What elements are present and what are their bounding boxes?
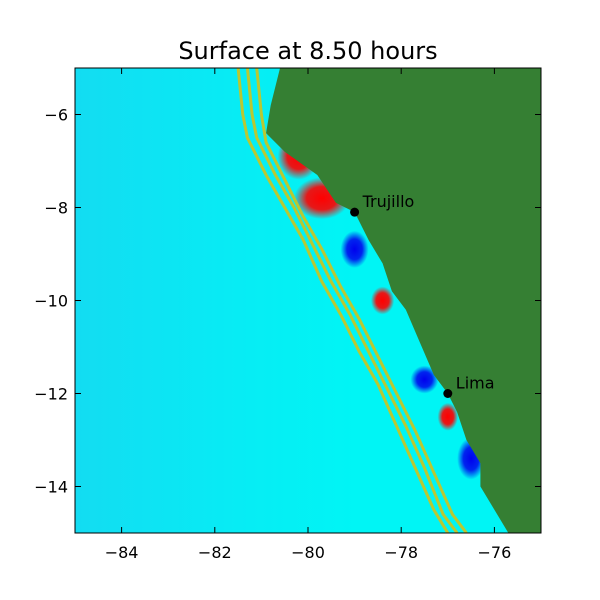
contour-line-0 (236, 68, 450, 533)
city-label-lima: Lima (456, 374, 495, 393)
land-area (266, 68, 541, 533)
y-tick-label: −14 (34, 478, 68, 497)
city-label-trujillo: Trujillo (362, 192, 415, 211)
y-tick-label: −8 (44, 199, 68, 218)
y-tick-label: −6 (44, 106, 68, 125)
y-tick-label: −12 (34, 385, 68, 404)
depression-anomaly-2 (340, 230, 369, 268)
x-tick-label: −78 (384, 543, 418, 562)
x-axis: −84 −82 −80 −78 −76 (105, 68, 512, 562)
x-tick-label: −76 (478, 543, 512, 562)
elevation-anomaly-3 (370, 286, 395, 315)
city-marker-lima (443, 389, 453, 398)
x-tick-label: −80 (291, 543, 325, 562)
city-marker-trujillo (350, 207, 360, 217)
x-tick-label: −82 (198, 543, 232, 562)
chart-title: Surface at 8.50 hours (178, 37, 437, 65)
x-tick-label: −84 (105, 543, 139, 562)
contour-line-1 (245, 68, 459, 533)
y-tick-label: −10 (34, 292, 68, 311)
y-axis: −6 −8 −10 −12 −14 (34, 106, 541, 497)
elevation-anomaly-5 (437, 402, 459, 431)
contour-line-2 (255, 68, 468, 533)
plot-area (75, 68, 541, 533)
depression-anomaly-4 (410, 365, 439, 394)
city-markers: Trujillo Lima (350, 192, 495, 398)
contour-layer (236, 68, 468, 533)
